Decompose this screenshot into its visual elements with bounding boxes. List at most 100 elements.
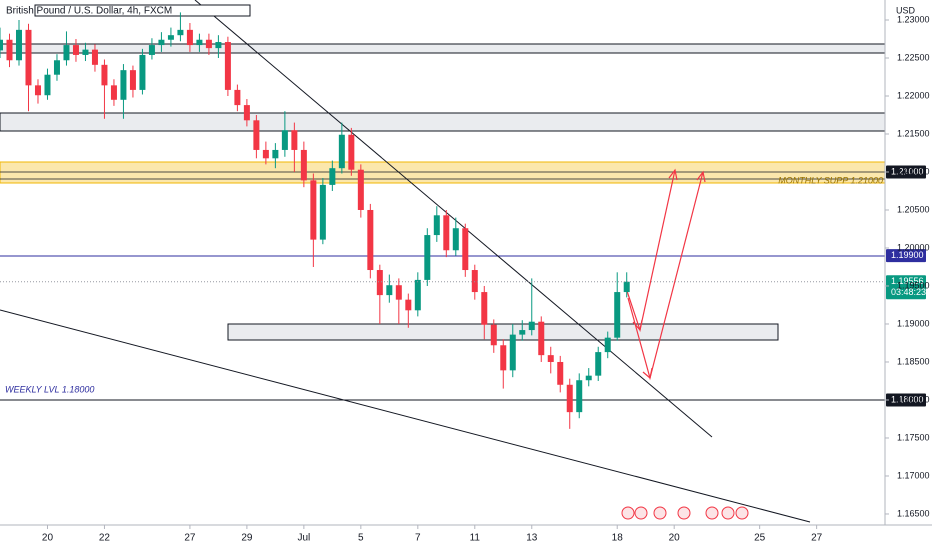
x-tick-label: 7 bbox=[415, 533, 421, 544]
candle-body bbox=[281, 130, 288, 150]
candle-body bbox=[300, 149, 307, 181]
y-tick-label: 1.18000 bbox=[897, 394, 930, 404]
zone bbox=[0, 43, 886, 54]
candle-body bbox=[120, 70, 127, 100]
candle-body bbox=[34, 85, 41, 96]
y-tick-label: 1.20000 bbox=[897, 242, 930, 252]
candle-body bbox=[357, 169, 364, 210]
candle-body bbox=[53, 60, 60, 75]
x-tick-label: 20 bbox=[42, 533, 54, 544]
y-tick-label: 1.21500 bbox=[897, 128, 930, 138]
candle-body bbox=[443, 215, 450, 251]
candle-body bbox=[319, 184, 326, 240]
candle-body bbox=[234, 89, 241, 106]
x-tick-label: 20 bbox=[669, 533, 681, 544]
candle-body bbox=[509, 334, 516, 371]
x-tick-label: 13 bbox=[526, 533, 538, 544]
candle-body bbox=[462, 228, 469, 271]
price-countdown: 03:48:23 bbox=[891, 287, 926, 297]
candle-body bbox=[595, 352, 602, 376]
y-tick-label: 1.21000 bbox=[897, 166, 930, 176]
candle-body bbox=[167, 35, 174, 40]
candle-body bbox=[424, 235, 431, 280]
candle-body bbox=[481, 292, 488, 325]
candle-body bbox=[15, 29, 22, 61]
candle-body bbox=[186, 29, 193, 46]
y-tick-label: 1.17500 bbox=[897, 432, 930, 442]
candle-body bbox=[82, 49, 89, 55]
candle-body bbox=[452, 228, 459, 251]
candle-body bbox=[538, 321, 545, 356]
y-tick-label: 1.20500 bbox=[897, 204, 930, 214]
price-tag bbox=[886, 393, 926, 407]
x-tick-label: 29 bbox=[241, 533, 253, 544]
candle-body bbox=[566, 384, 573, 413]
candle-body bbox=[348, 134, 355, 170]
candle-body bbox=[44, 74, 51, 96]
candle-body bbox=[63, 45, 70, 61]
candle-body bbox=[547, 355, 554, 362]
price-tag bbox=[886, 165, 926, 179]
candle-body bbox=[338, 134, 345, 169]
y-tick-label: 1.19000 bbox=[897, 318, 930, 328]
candle-body bbox=[205, 39, 212, 49]
candle-body bbox=[576, 380, 583, 413]
y-tick-label: 1.22500 bbox=[897, 52, 930, 62]
candle-body bbox=[25, 29, 32, 86]
candle-body bbox=[557, 361, 564, 385]
candle-body bbox=[243, 105, 250, 121]
candle-body bbox=[101, 64, 108, 86]
candle-body bbox=[376, 270, 383, 296]
y-tick-label: 1.19500 bbox=[897, 280, 930, 290]
candle-body bbox=[6, 39, 13, 61]
candle-body bbox=[528, 321, 535, 331]
candle-body bbox=[139, 54, 146, 90]
candle-body bbox=[585, 375, 592, 381]
y-tick-label: 1.23000 bbox=[897, 14, 930, 24]
price-tag bbox=[886, 275, 926, 300]
candle-body bbox=[215, 42, 222, 49]
price-tag-label: 1.18000 bbox=[891, 394, 924, 404]
candle-body bbox=[148, 45, 155, 55]
candle-body bbox=[367, 209, 374, 271]
title-box bbox=[34, 4, 251, 17]
candle-body bbox=[129, 70, 136, 90]
price-tag-label: 1.21000 bbox=[891, 166, 924, 176]
x-tick-label: 27 bbox=[184, 533, 196, 544]
price-tag-label: 1.19900 bbox=[891, 250, 924, 260]
supply-zone bbox=[0, 161, 886, 184]
event-icons bbox=[621, 506, 749, 520]
candle-body bbox=[405, 299, 412, 311]
candle-body bbox=[110, 85, 117, 100]
candle-body bbox=[177, 29, 184, 36]
y-axis-label: USD bbox=[896, 5, 916, 15]
candle-body bbox=[0, 39, 3, 51]
y-tick-label: 1.16500 bbox=[897, 508, 930, 518]
candle-body bbox=[614, 292, 621, 338]
candle-body bbox=[386, 285, 393, 296]
candle-body bbox=[310, 180, 317, 240]
annotation: WEEKLY LVL 1.18000 bbox=[5, 384, 94, 394]
trend-line bbox=[194, 0, 713, 438]
candle-body bbox=[490, 324, 497, 346]
y-tick-label: 1.17000 bbox=[897, 470, 930, 480]
x-tick-label: 22 bbox=[99, 533, 111, 544]
price-tag-label: 1.19556 bbox=[891, 276, 924, 286]
candle-body bbox=[272, 149, 279, 159]
candle-body bbox=[500, 345, 507, 371]
candle-body bbox=[604, 337, 611, 353]
candle-body bbox=[329, 168, 336, 185]
x-tick-label: Jul bbox=[297, 533, 310, 544]
x-tick-label: 25 bbox=[754, 533, 766, 544]
zone bbox=[227, 323, 779, 341]
price-tag bbox=[886, 249, 926, 263]
x-tick-label: 11 bbox=[470, 533, 481, 544]
trend-line bbox=[0, 309, 811, 523]
x-tick-label: 18 bbox=[612, 533, 624, 544]
candle-body bbox=[471, 270, 478, 293]
y-tick-label: 1.22000 bbox=[897, 90, 930, 100]
y-tick-label: 1.18500 bbox=[897, 356, 930, 366]
candle-body bbox=[519, 330, 526, 335]
annotation: MONTHLY SUPP 1.21000 bbox=[778, 175, 883, 185]
